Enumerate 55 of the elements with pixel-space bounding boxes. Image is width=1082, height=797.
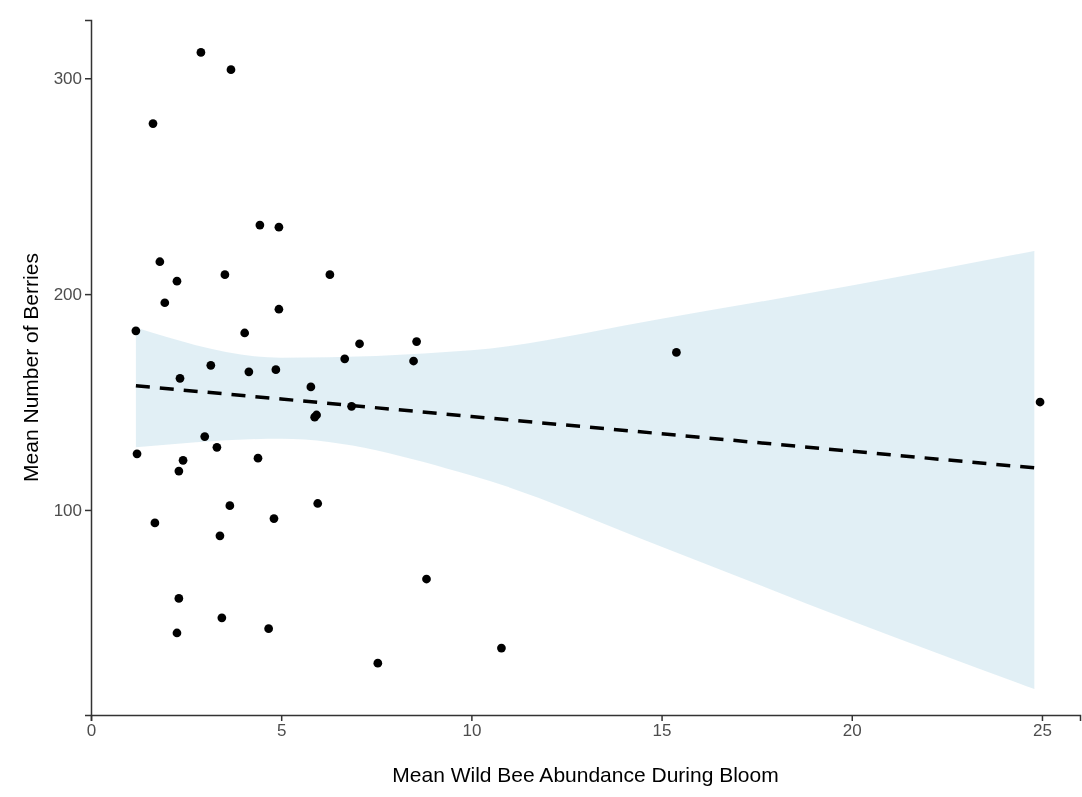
point [1035, 397, 1045, 407]
point [131, 326, 141, 336]
point [172, 276, 182, 286]
point [497, 643, 506, 653]
point [306, 382, 316, 392]
y-tick-label: 200 [53, 285, 82, 305]
point [226, 65, 236, 74]
x-tick-label: 15 [652, 721, 672, 741]
point [220, 270, 230, 280]
point [174, 466, 184, 476]
point [422, 574, 431, 584]
point [206, 360, 216, 370]
y-axis-title: Mean Number of Berries [19, 253, 42, 482]
point [160, 298, 170, 308]
point [212, 443, 222, 452]
y-tick-label: 300 [53, 69, 82, 89]
point [274, 304, 284, 314]
x-tick-label: 25 [1033, 721, 1052, 741]
point [155, 257, 165, 267]
point [253, 453, 263, 463]
x-tick-label: 5 [276, 721, 287, 741]
x-tick-label: 0 [86, 721, 97, 741]
point [269, 514, 279, 523]
x-tick-label: 10 [462, 721, 482, 741]
point [172, 628, 182, 638]
point [215, 531, 225, 541]
point [175, 373, 185, 383]
point [244, 367, 254, 377]
point [132, 449, 142, 459]
point [178, 455, 188, 465]
point [274, 222, 284, 232]
point [217, 613, 227, 623]
point [355, 339, 364, 349]
point [347, 401, 356, 411]
point [200, 432, 210, 441]
point [240, 328, 250, 338]
line-series [134, 384, 1037, 470]
point [148, 119, 158, 128]
y-tick-label: 100 [53, 500, 82, 520]
point [373, 658, 383, 668]
point [271, 365, 281, 375]
point [150, 518, 160, 528]
point [264, 624, 274, 634]
x-tick-label: 20 [842, 721, 862, 741]
point [255, 220, 265, 230]
point [340, 354, 350, 364]
point [174, 594, 184, 603]
point [225, 501, 235, 510]
point [672, 348, 681, 357]
x-axis-title: Mean Wild Bee Abundance During Bloom [392, 763, 779, 786]
point [412, 337, 421, 346]
point [313, 499, 323, 508]
point [409, 356, 418, 366]
point [196, 48, 206, 57]
point [325, 270, 335, 280]
